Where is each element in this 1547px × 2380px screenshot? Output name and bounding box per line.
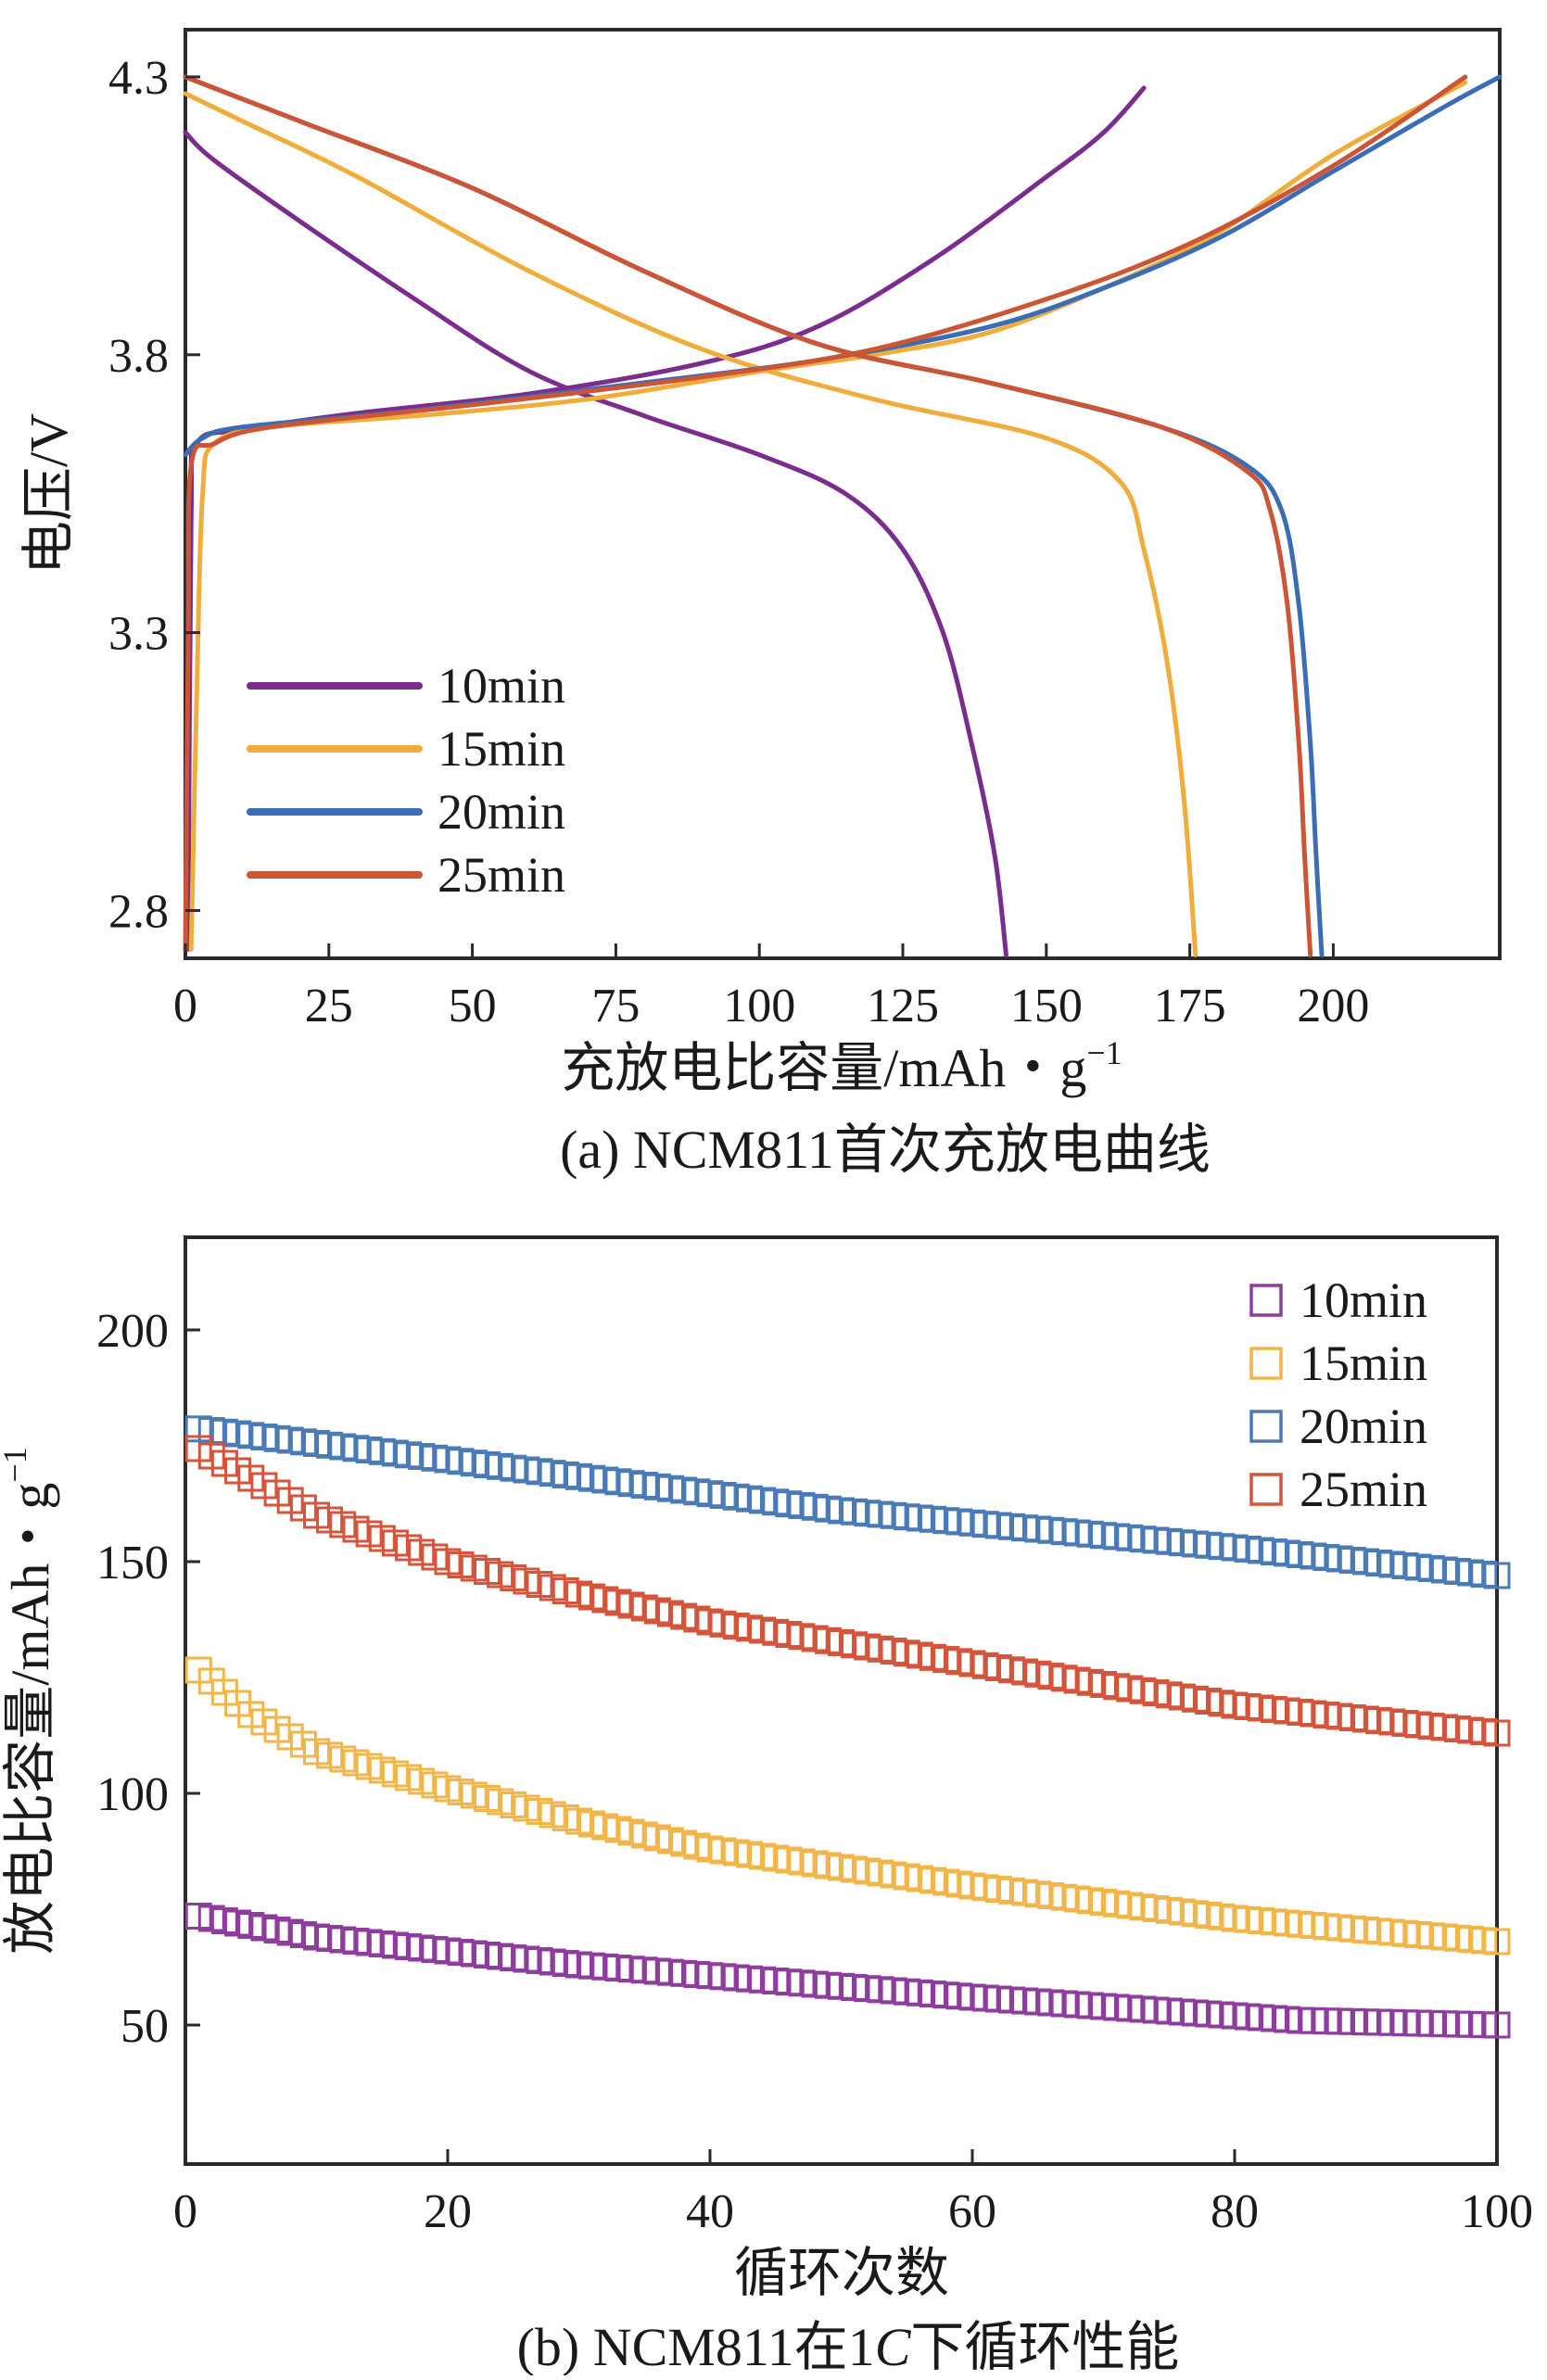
caption-b-prefix: (b) NCM811在1: [517, 2317, 875, 2375]
x-tick-label-a-125: 125: [867, 980, 939, 1032]
caption-b-italic: C: [875, 2317, 912, 2375]
caption-b-suffix: 下循环性能: [910, 2317, 1179, 2375]
x-tick-label-a-0: 0: [173, 980, 197, 1032]
cycle-performance-chart: 0 20 40 60 80 100 50 100 150 200 10min 15min 20min 2…: [0, 1235, 1533, 2377]
marker-20min-cycle-100: [1483, 1562, 1511, 1589]
x-tick-label-a-150: 150: [1010, 980, 1083, 1032]
marker-25min-cycle-100: [1483, 1719, 1511, 1747]
curve-10min-charge: [185, 85, 1147, 952]
legend-a-label-10min: 10min: [437, 658, 565, 714]
curve-15min-charge: [188, 80, 1468, 952]
x-tick-label-a-75: 75: [591, 980, 640, 1032]
x-tick-label-b-40: 40: [686, 2185, 734, 2238]
series-15min: [184, 1656, 1511, 1956]
charge-discharge-chart: 0 25 50 75 100 125 150 175 200 2.8 3.3 3.8 4.3 10min…: [19, 28, 1503, 1180]
x-tick-label-b-80: 80: [1211, 2185, 1259, 2238]
y-tick-label-a-2.8: 2.8: [108, 885, 169, 938]
marker-15min-cycle-100: [1483, 1928, 1511, 1956]
legend-b-swatch-25min: [1249, 1473, 1283, 1506]
y-tick-label-a-4.3: 4.3: [108, 52, 169, 105]
legend-b-label-10min: 10min: [1300, 1272, 1427, 1328]
legend-b-swatch-15min: [1249, 1347, 1283, 1380]
legend-a-label-25min: 25min: [437, 847, 565, 903]
y-axis-title-b-text: 放电比容量/mAh・g: [0, 1483, 60, 1955]
y-axis-title-b-exponent: −1: [0, 1447, 33, 1482]
legend-b-swatch-10min: [1249, 1284, 1283, 1317]
x-axis-title-b: 循环次数: [734, 2243, 949, 2303]
curve-25min-charge: [183, 74, 1468, 952]
y-axis-title-b: 放电比容量/mAh・g−1: [0, 1447, 60, 1954]
legend-b-label-15min: 15min: [1300, 1336, 1427, 1391]
plot-frame-b: [184, 1235, 1499, 2166]
legend-b: 10min 15min 20min 25min: [1249, 1272, 1427, 1517]
y-tick-label-b-100: 100: [96, 1768, 169, 1821]
y-tick-label-a-3.3: 3.3: [108, 608, 169, 661]
x-axis-title-a-exponent: −1: [1086, 1034, 1122, 1071]
x-axis-title-a-text: 充放电比容量/mAh・g: [561, 1038, 1086, 1098]
legend-a-label-15min: 15min: [437, 721, 565, 777]
y-tick-label-b-150: 150: [96, 1537, 169, 1589]
x-tick-label-a-200: 200: [1297, 980, 1369, 1032]
caption-b: (b) NCM811在1C下循环性能: [517, 2317, 1180, 2375]
x-tick-label-b-20: 20: [424, 2185, 472, 2238]
x-tick-label-a-100: 100: [723, 980, 795, 1032]
marker-10min-cycle-100: [1483, 2011, 1511, 2039]
voltage-curves: [183, 74, 1503, 957]
x-tick-label-b-100: 100: [1461, 2185, 1533, 2238]
series-25min: [184, 1435, 1511, 1747]
y-tick-label-b-50: 50: [120, 2000, 169, 2053]
legend-a-label-20min: 20min: [437, 784, 565, 840]
y-axis-title-a: 电压/V: [19, 413, 79, 575]
x-tick-label-b-0: 0: [173, 2185, 197, 2238]
axis-ticks-b: 0 20 40 60 80 100 50 100 150 200: [96, 1305, 1533, 2238]
capacity-markers: [184, 1415, 1511, 2039]
x-tick-label-a-175: 175: [1154, 980, 1226, 1032]
axis-ticks-a: 0 25 50 75 100 125 150 175 200 2.8 3.3 3.8 4.3: [108, 52, 1369, 1032]
x-tick-label-b-60: 60: [948, 2185, 996, 2238]
x-tick-label-a-25: 25: [305, 980, 353, 1032]
legend-b-label-20min: 20min: [1300, 1399, 1427, 1454]
curve-25min-discharge: [183, 74, 1313, 957]
series-10min: [184, 1903, 1511, 2039]
legend-b-label-25min: 25min: [1300, 1462, 1427, 1517]
legend-a: 10min 15min 20min 25min: [247, 658, 565, 903]
curve-15min-discharge: [183, 91, 1198, 957]
x-axis-title-a: 充放电比容量/mAh・g−1: [561, 1034, 1122, 1098]
caption-a: (a) NCM811首次充放电曲线: [560, 1120, 1211, 1180]
curve-10min-discharge: [183, 130, 1008, 957]
series-20min: [184, 1415, 1511, 1589]
y-tick-label-a-3.8: 3.8: [108, 330, 169, 383]
legend-b-swatch-20min: [1249, 1410, 1283, 1443]
x-tick-label-a-50: 50: [449, 980, 497, 1032]
y-tick-label-b-200: 200: [96, 1305, 169, 1358]
